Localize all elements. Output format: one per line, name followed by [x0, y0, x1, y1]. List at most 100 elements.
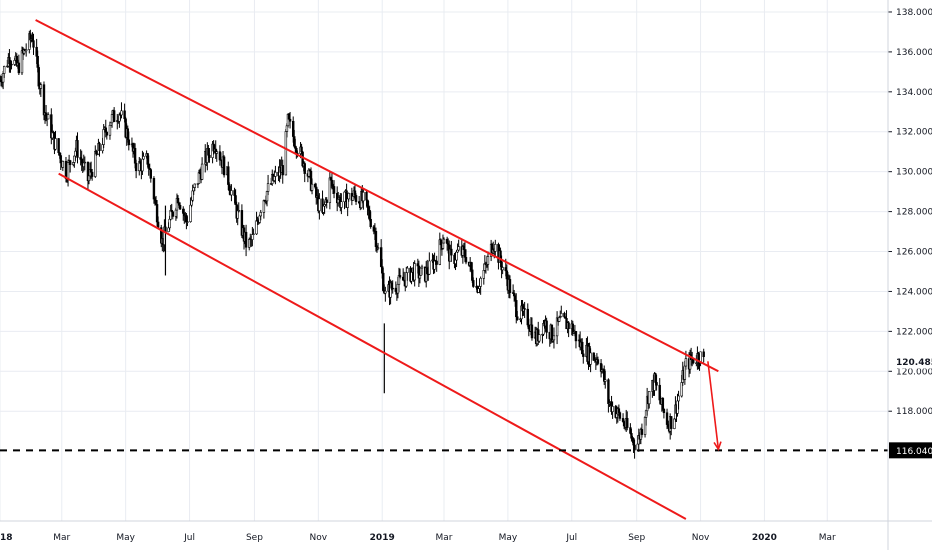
candle-body — [604, 379, 607, 382]
candle-body — [376, 247, 380, 249]
candle-body — [362, 191, 365, 202]
candle-body — [365, 191, 368, 201]
candle-body — [479, 278, 482, 287]
candle-body — [442, 238, 446, 244]
candle-body — [455, 251, 458, 261]
price-tick-label: 134.000 — [896, 88, 932, 98]
candle-body — [552, 335, 556, 341]
candle-body — [39, 84, 43, 89]
candle-body — [640, 429, 644, 435]
candle-body — [189, 204, 192, 222]
candle-body — [2, 66, 6, 74]
candle-body — [661, 398, 665, 410]
candle-body — [222, 156, 226, 176]
time-tick-label: 2019 — [370, 533, 395, 543]
candle-body — [193, 183, 196, 188]
candle-body — [90, 171, 94, 177]
time-tick-label: Jul — [183, 533, 195, 543]
candle-body — [516, 316, 519, 321]
candle-body — [266, 183, 270, 192]
channel-lower-trendline[interactable] — [58, 172, 687, 520]
candle-body — [618, 412, 622, 419]
candle-body — [134, 162, 138, 172]
price-tick-label: 138.000 — [896, 8, 932, 18]
candle-body — [545, 320, 548, 333]
candle-body — [464, 257, 468, 263]
drawing-overlays[interactable] — [0, 19, 888, 520]
candle-body — [699, 351, 702, 364]
time-tick-label: Sep — [628, 533, 645, 543]
candle-body — [391, 287, 394, 290]
channel-upper-trendline[interactable] — [35, 19, 719, 373]
candle-body — [46, 114, 50, 120]
candle-body — [274, 171, 277, 177]
candle-body — [538, 334, 541, 342]
candle-body — [340, 201, 343, 208]
candle-body — [200, 163, 204, 180]
price-axis[interactable]: 118.000 120.000 122.000 124.000 126.000 128.0… — [887, 0, 932, 550]
candle-body — [633, 444, 636, 451]
candle-body — [120, 110, 123, 116]
candle-body — [530, 324, 534, 339]
time-tick-label: Jul — [565, 533, 577, 543]
candle-body — [428, 260, 431, 275]
candle-body — [127, 139, 131, 146]
time-tick-label: Mar — [436, 533, 453, 543]
last-price-badge — [889, 354, 932, 369]
candle-body — [435, 260, 438, 265]
candle-body — [398, 275, 402, 278]
target-arrow-head — [713, 441, 722, 451]
candle-body — [596, 359, 600, 364]
candle-body — [343, 191, 346, 202]
price-tick-label: 128.000 — [896, 208, 932, 218]
candle-body — [457, 246, 460, 251]
candle-body — [68, 160, 72, 165]
time-tick-label: Nov — [692, 533, 710, 543]
candle-body — [420, 266, 424, 269]
price-tick-label: 132.000 — [896, 128, 932, 138]
candle-body — [152, 178, 156, 200]
candle-body — [237, 210, 240, 212]
candle-body — [318, 198, 321, 212]
candle-body — [178, 204, 182, 210]
target-arrow[interactable] — [707, 361, 720, 450]
candle-body — [281, 165, 284, 176]
candle-body — [303, 163, 306, 174]
candle-body — [374, 231, 378, 247]
candle-body — [230, 190, 233, 196]
price-tick-label: 126.000 — [896, 248, 932, 258]
candle-body — [105, 131, 109, 136]
candle-body — [574, 331, 578, 342]
candle-body — [582, 353, 585, 357]
candle-body — [252, 233, 255, 236]
candle-body — [54, 138, 57, 150]
price-tick-label: 130.000 — [896, 168, 932, 178]
level-price-badge — [889, 442, 932, 459]
candle-body — [347, 193, 350, 200]
candle-body — [332, 186, 336, 194]
candle-body — [670, 416, 673, 429]
price-tick-label: 136.000 — [896, 48, 932, 58]
candle-body — [648, 391, 651, 405]
candle-body — [142, 156, 145, 160]
candle-body — [98, 143, 101, 152]
candle-body — [61, 160, 65, 168]
candle-body — [76, 140, 79, 158]
candle-body — [42, 84, 46, 116]
time-axis[interactable]: 2018 Mar May Jul Sep Nov 2019 Mar May Jul Sep Nov 20… — [0, 520, 932, 543]
time-tick-label: May — [116, 533, 135, 543]
candle-body — [369, 218, 372, 228]
candle-body — [508, 279, 512, 293]
last-price-label: 120.485 — [896, 358, 932, 368]
time-tick-label: Sep — [246, 533, 263, 543]
candle-body — [413, 263, 416, 281]
candle-body — [501, 267, 504, 271]
candle-body — [141, 158, 144, 172]
candle-body — [10, 63, 13, 66]
candle-body — [310, 183, 314, 191]
candle-body — [171, 211, 174, 217]
candle-body — [259, 212, 262, 217]
candle-body — [567, 322, 570, 330]
time-tick-label: May — [499, 533, 518, 543]
